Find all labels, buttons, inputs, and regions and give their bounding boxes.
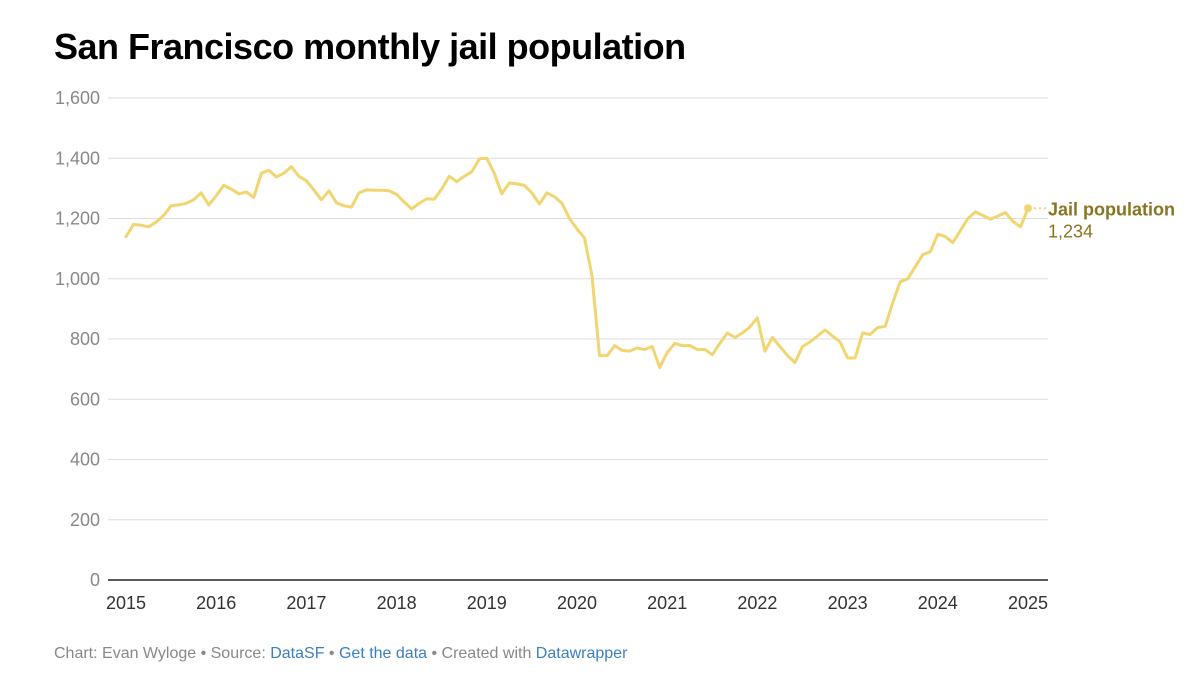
y-tick-label: 600 (70, 389, 100, 409)
x-tick-label: 2017 (286, 593, 326, 613)
x-tick-label: 2018 (377, 593, 417, 613)
x-tick-label: 2020 (557, 593, 597, 613)
datawrapper-link[interactable]: Datawrapper (535, 645, 628, 662)
last-point-marker (1024, 204, 1032, 213)
series-name-label: Jail population (1048, 199, 1175, 219)
y-tick-label: 1,200 (55, 209, 100, 229)
source-link[interactable]: DataSF (270, 645, 325, 662)
series-line-jail-population (124, 156, 1030, 370)
y-tick-label: 1,400 (55, 148, 100, 168)
footer-separator: • Created with (427, 645, 536, 662)
footer-separator: • Source: (196, 645, 271, 662)
x-tick-label: 2021 (647, 593, 687, 613)
footer-separator: • (324, 645, 339, 662)
chart-footer: Chart: Evan Wyloge • Source: DataSF • Ge… (54, 645, 627, 663)
y-tick-label: 800 (70, 329, 100, 349)
y-axis-ticks: 0 200 400 600 800 1,000 1,200 1,400 1,600 (55, 88, 100, 590)
chart-title: San Francisco monthly jail population (54, 26, 686, 67)
x-axis-ticks: 2015 2016 2017 2018 2019 2020 2021 2022 2023 2024… (106, 593, 1048, 613)
y-tick-label: 1,600 (55, 88, 100, 108)
series-layer (124, 156, 1046, 370)
x-tick-label: 2016 (196, 593, 236, 613)
x-tick-label: 2023 (828, 593, 868, 613)
x-tick-label: 2019 (467, 593, 507, 613)
get-data-link[interactable]: Get the data (338, 645, 428, 662)
y-tick-label: 1,000 (55, 269, 100, 289)
credit-text: Chart: Evan Wyloge (54, 645, 197, 662)
series-value-label: 1,234 (1048, 221, 1093, 241)
gridlines (108, 97, 1048, 581)
y-tick-label: 0 (90, 570, 100, 590)
x-tick-label: 2022 (737, 593, 777, 613)
y-tick-label: 400 (70, 450, 100, 470)
x-tick-label: 2024 (918, 593, 958, 613)
x-tick-label: 2025 (1008, 593, 1048, 613)
x-tick-label: 2015 (106, 593, 146, 613)
y-tick-label: 200 (70, 510, 100, 530)
